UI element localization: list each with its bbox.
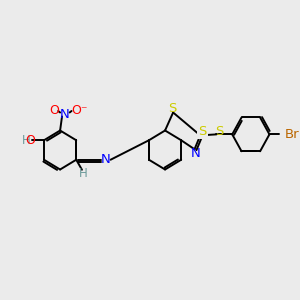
Text: S: S xyxy=(215,125,223,138)
Text: N: N xyxy=(190,147,200,160)
Text: N: N xyxy=(60,108,70,121)
Text: N: N xyxy=(101,153,111,166)
Text: H: H xyxy=(22,134,31,147)
Text: H: H xyxy=(79,167,87,180)
Text: Br: Br xyxy=(285,128,300,141)
Text: S: S xyxy=(169,102,177,115)
Text: S: S xyxy=(199,125,207,138)
Text: S: S xyxy=(199,125,207,138)
Text: O: O xyxy=(26,134,36,147)
Text: O⁻: O⁻ xyxy=(71,103,87,116)
Text: O: O xyxy=(50,103,59,116)
